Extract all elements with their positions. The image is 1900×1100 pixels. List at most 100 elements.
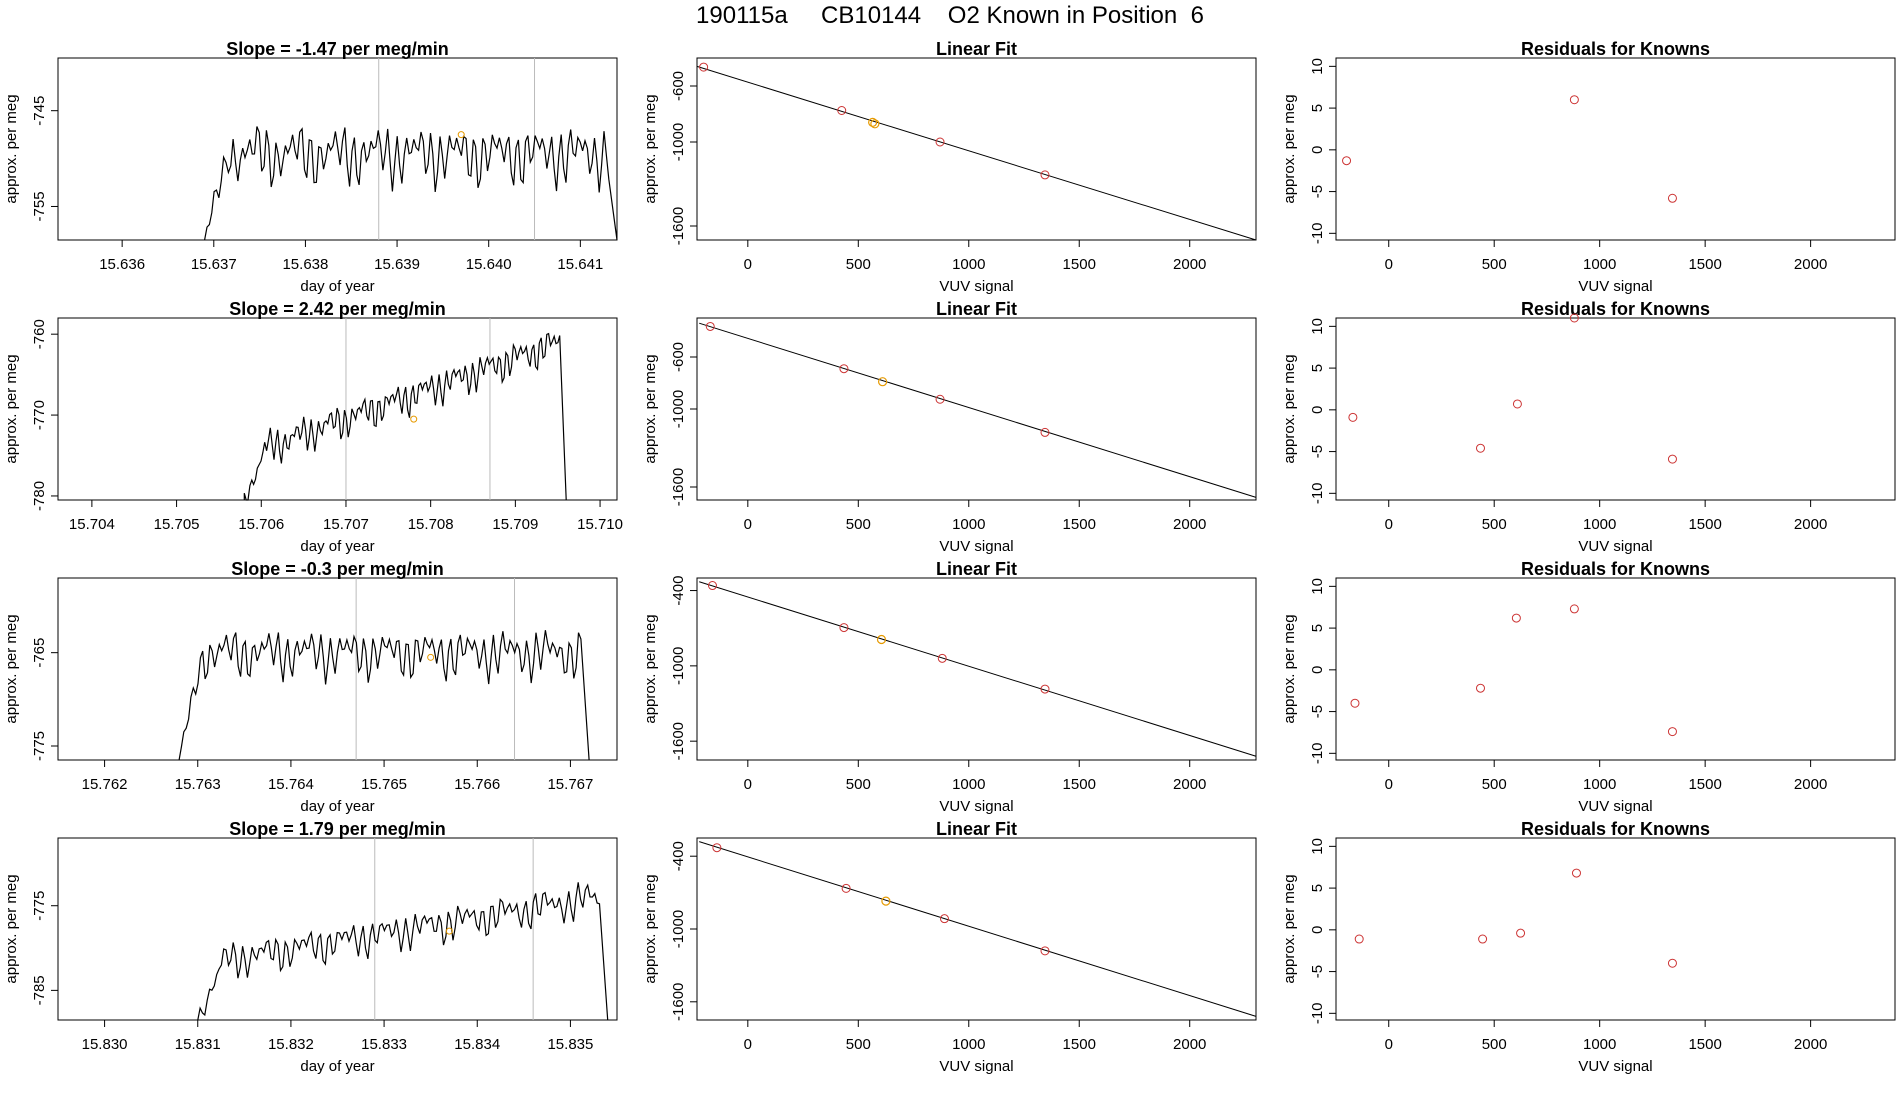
x-axis-label-time-series-3: day of year [300, 798, 374, 815]
x-axis-label-time-series-1: day of year [300, 278, 374, 295]
plot-title-time-series-2: Slope = 2.42 per meg/min [229, 299, 446, 319]
y-tick-label: 10 [1309, 578, 1326, 595]
x-axis-label-linear-fit-1: VUV signal [939, 278, 1013, 295]
plot-frame-time-series-1 [57, 57, 618, 241]
plot-title-residuals-1: Residuals for Knowns [1521, 39, 1710, 59]
x-tick-label: 15.763 [175, 776, 221, 793]
sample-point [877, 377, 888, 387]
y-axis-label-time-series-3: approx. per meg [3, 614, 20, 723]
x-tick-label: 1000 [952, 256, 985, 273]
x-tick-label: 0 [1385, 1036, 1393, 1053]
plot-title-time-series-1: Slope = -1.47 per meg/min [226, 39, 449, 59]
y-tick-label: -5 [1309, 445, 1326, 458]
x-tick-label: 0 [1385, 516, 1393, 533]
residual-point [1478, 934, 1488, 944]
residual-point [1667, 958, 1677, 968]
x-tick-label: 1000 [1583, 776, 1616, 793]
sample-marker-point [410, 415, 418, 423]
x-tick-label: 15.764 [268, 776, 314, 793]
x-tick-label: 15.640 [466, 256, 512, 273]
x-tick-label: 15.831 [175, 1036, 221, 1053]
known-point [839, 364, 849, 374]
x-axis-label-linear-fit-2: VUV signal [939, 538, 1013, 555]
y-tick-label: -1600 [670, 722, 687, 760]
regression-line [696, 65, 1257, 241]
plot-frame-residuals-4 [1335, 837, 1896, 1021]
residual-point [1667, 193, 1677, 203]
residual-point [1516, 928, 1526, 938]
residual-point [1475, 683, 1485, 693]
y-axis-label-residuals-2: approx. per meg [1281, 354, 1298, 463]
x-tick-label: 2000 [1794, 256, 1827, 273]
y-tick-label: -745 [31, 96, 48, 126]
y-tick-label: 10 [1309, 838, 1326, 855]
y-tick-label: -1600 [670, 468, 687, 506]
known-point [707, 581, 717, 591]
x-tick-label: 2000 [1794, 776, 1827, 793]
x-axis-label-time-series-4: day of year [300, 1058, 374, 1075]
residual-point [1350, 698, 1360, 708]
y-tick-label: 5 [1309, 624, 1326, 632]
y-tick-label: -400 [670, 576, 687, 606]
regression-line [699, 841, 1257, 1017]
known-point [841, 883, 851, 893]
x-tick-label: 1500 [1688, 1036, 1721, 1053]
y-axis-label-residuals-4: approx. per meg [1281, 874, 1298, 983]
x-axis-label-residuals-3: VUV signal [1578, 798, 1652, 815]
x-tick-label: 15.636 [99, 256, 145, 273]
x-axis-label-residuals-4: VUV signal [1578, 1058, 1652, 1075]
y-tick-label: 0 [1309, 926, 1326, 934]
plot-frame-linear-fit-2 [696, 317, 1257, 501]
y-tick-label: -1000 [670, 647, 687, 685]
x-axis-label-residuals-1: VUV signal [1578, 278, 1652, 295]
x-tick-label: 500 [1482, 776, 1507, 793]
y-axis-label-linear-fit-4: approx. per meg [642, 874, 659, 983]
x-axis-label-linear-fit-4: VUV signal [939, 1058, 1013, 1075]
x-tick-label: 15.707 [323, 516, 369, 533]
x-tick-label: 15.833 [361, 1036, 407, 1053]
known-point [837, 106, 847, 115]
known-point [937, 653, 947, 663]
y-tick-label: -775 [31, 891, 48, 921]
x-tick-label: 1500 [1688, 516, 1721, 533]
residual-point [1511, 613, 1521, 623]
x-tick-label: 1500 [1688, 776, 1721, 793]
x-tick-label: 0 [744, 516, 752, 533]
sample-point [881, 896, 891, 906]
x-tick-label: 1000 [952, 1036, 985, 1053]
x-tick-label: 500 [1482, 1036, 1507, 1053]
x-tick-label: 15.830 [82, 1036, 128, 1053]
plot-frame-time-series-3 [57, 577, 618, 761]
x-tick-label: 1500 [1063, 256, 1096, 273]
y-tick-label: 5 [1309, 104, 1326, 112]
x-tick-label: 15.832 [268, 1036, 314, 1053]
y-axis-label-residuals-3: approx. per meg [1281, 614, 1298, 723]
x-tick-label: 2000 [1173, 1036, 1206, 1053]
x-tick-label: 15.766 [454, 776, 500, 793]
x-tick-label: 1500 [1063, 1036, 1096, 1053]
y-tick-label: -5 [1309, 965, 1326, 978]
y-tick-label: -770 [31, 400, 48, 430]
x-axis-label-residuals-2: VUV signal [1578, 538, 1652, 555]
x-axis-label-time-series-2: day of year [300, 538, 374, 555]
figure-title: 190115a CB10144 O2 Known in Position 6 [696, 2, 1204, 29]
x-tick-label: 15.638 [282, 256, 328, 273]
y-tick-label: 0 [1309, 666, 1326, 674]
signal-trace-line [197, 882, 609, 1021]
x-tick-label: 1000 [1583, 516, 1616, 533]
plot-title-linear-fit-4: Linear Fit [936, 819, 1017, 839]
y-axis-label-linear-fit-3: approx. per meg [642, 614, 659, 723]
y-tick-label: 5 [1309, 364, 1326, 372]
y-tick-label: -10 [1309, 222, 1326, 244]
y-tick-label: -760 [31, 319, 48, 349]
x-tick-label: 2000 [1173, 256, 1206, 273]
residual-point [1475, 443, 1485, 453]
y-tick-label: 0 [1309, 406, 1326, 414]
y-tick-label: -780 [31, 481, 48, 511]
signal-trace-line [204, 126, 618, 241]
x-tick-label: 1500 [1063, 516, 1096, 533]
x-tick-label: 0 [744, 1036, 752, 1053]
known-point [705, 321, 715, 331]
sample-marker-point [445, 927, 453, 935]
